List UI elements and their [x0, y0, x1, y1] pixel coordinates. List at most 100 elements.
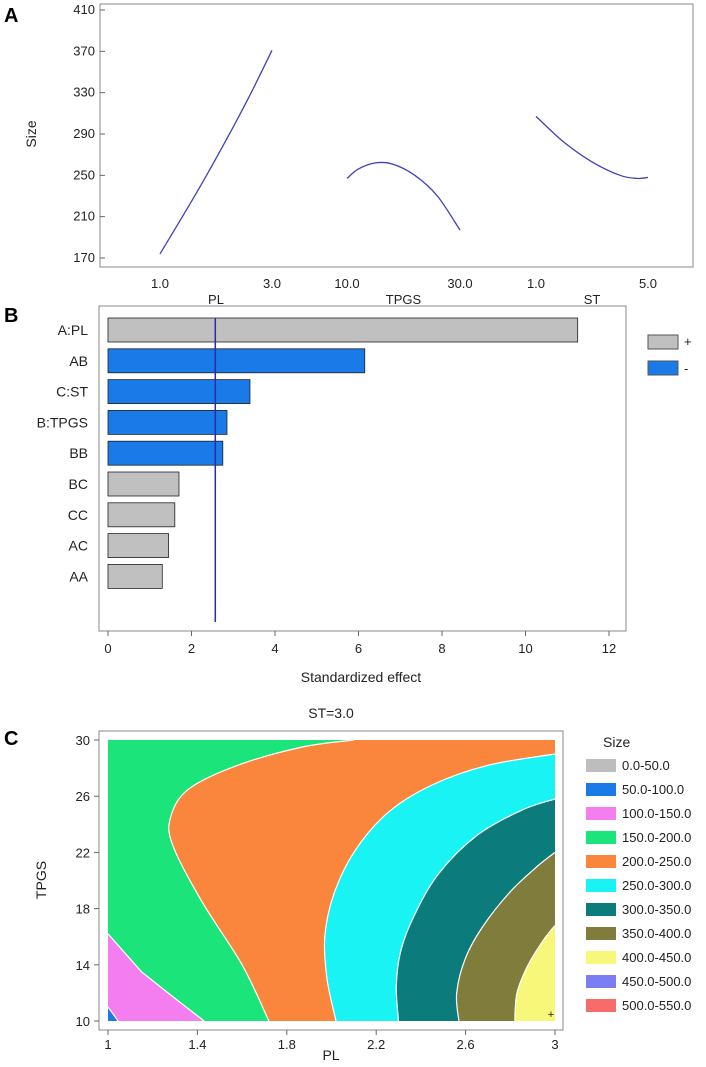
panel-b-x-ticks: 0 2 4 6 8 10 12: [104, 631, 616, 656]
legend-swatch: [586, 999, 616, 1012]
legend-swatch: [586, 951, 616, 964]
x-tick-label: 10.0: [334, 276, 359, 291]
category-label: CC: [68, 507, 88, 523]
legend-swatch: [586, 879, 616, 892]
legend-label: 50.0-100.0: [622, 782, 684, 797]
x-tick-label: 4: [271, 641, 278, 656]
legend-label-minus: -: [684, 361, 688, 376]
y-tick-label: 330: [73, 85, 95, 100]
bar-c-st: [107, 379, 251, 405]
y-tick-label: 22: [76, 845, 90, 860]
y-tick-label: 26: [76, 789, 90, 804]
x-tick-label: 1.0: [527, 276, 545, 291]
legend-swatch: [586, 927, 616, 940]
y-tick-label: 370: [73, 43, 95, 58]
y-tick-label: 290: [73, 126, 95, 141]
effect-curve-tpgs: [346, 161, 461, 231]
contour-line-100: [108, 1006, 119, 1021]
x-tick-label: 1.4: [188, 1037, 206, 1052]
category-label: A:PL: [58, 322, 89, 338]
contour-line-200: [168, 740, 354, 1021]
y-tick-label: 30: [76, 733, 90, 748]
panel-a-ylabel: Size: [23, 120, 39, 147]
panel-c-contour-regions: [108, 740, 555, 1021]
legend-swatch: [586, 903, 616, 916]
legend-label: 400.0-450.0: [622, 950, 691, 965]
category-label: AB: [69, 353, 88, 369]
legend-label: 100.0-150.0: [622, 806, 691, 821]
legend-swatch: [586, 975, 616, 988]
bar-cc: [107, 502, 176, 528]
bar-b-tpgs: [107, 409, 228, 435]
panel-c-center-marker: +: [548, 1009, 554, 1021]
legend-label: 300.0-350.0: [622, 902, 691, 917]
panel-a-effect-curves: [159, 50, 649, 255]
x-tick-label: 2.6: [457, 1037, 475, 1052]
legend-swatch: [586, 807, 616, 820]
legend-label: 250.0-300.0: [622, 878, 691, 893]
panel-c-legend-title: Size: [603, 734, 630, 750]
region-400-450: [514, 925, 555, 1021]
legend-swatch-plus: [647, 334, 679, 350]
x-tick-label: 30.0: [447, 276, 472, 291]
legend-label: 350.0-400.0: [622, 926, 691, 941]
x-tick-label: 6: [355, 641, 362, 656]
y-tick-label: 210: [73, 209, 95, 224]
x-tick-label: 8: [438, 641, 445, 656]
y-tick-label: 170: [73, 250, 95, 265]
legend-swatch: [586, 783, 616, 796]
y-tick-label: 10: [76, 1014, 90, 1029]
legend-swatch: [586, 759, 616, 772]
factor-label: PL: [208, 292, 224, 307]
effect-curve-st: [535, 115, 649, 180]
contour-line-250: [323, 753, 555, 1021]
panel-label-b: B: [4, 305, 18, 327]
legend-label: 0.0-50.0: [622, 758, 670, 773]
effect-curve-pl: [159, 50, 273, 255]
panel-c-title: ST=3.0: [308, 705, 354, 721]
x-tick-label: 1.0: [151, 276, 169, 291]
y-tick-label: 18: [76, 902, 90, 917]
bar-aa: [107, 564, 163, 589]
category-label: C:ST: [56, 384, 88, 400]
panel-b-bars: [107, 317, 579, 589]
x-tick-label: 1: [104, 1037, 111, 1052]
panel-label-a: A: [4, 5, 18, 27]
bar-ab: [107, 348, 366, 374]
legend-label: 500.0-550.0: [622, 998, 691, 1013]
x-tick-label: 12: [602, 641, 616, 656]
panel-c-ylabel: TPGS: [33, 861, 49, 899]
category-label: AC: [69, 538, 88, 554]
panel-a-plot-frame: [99, 3, 694, 268]
legend-label-plus: +: [684, 334, 692, 349]
contour-line-150: [108, 933, 205, 1021]
panel-a-x-ticks: 1.0 3.0 PL 10.0 30.0 TPGS 1.0 5.0 ST: [151, 276, 657, 307]
bar-bc: [107, 471, 180, 497]
panel-c-xlabel: PL: [322, 1047, 339, 1063]
category-label: AA: [69, 568, 88, 584]
x-tick-label: 3.0: [263, 276, 281, 291]
legend-swatch: [586, 831, 616, 844]
panel-b-xlabel: Standardized effect: [301, 669, 421, 685]
panel-label-c: C: [4, 728, 18, 750]
panel-a-y-ticks: 170 210 250 290 330 370 410: [73, 2, 105, 265]
panel-c-x-ticks: 1 1.4 1.8 2.2 2.6 3: [104, 1030, 559, 1052]
panel-c-y-ticks: 10 14 18 22 26 30: [76, 733, 99, 1029]
category-label: BB: [69, 445, 88, 461]
x-tick-label: 5.0: [639, 276, 657, 291]
x-tick-label: 3: [551, 1037, 558, 1052]
y-tick-label: 14: [76, 958, 90, 973]
contour-line-300: [395, 798, 555, 1021]
factor-label: TPGS: [386, 292, 422, 307]
panel-b-category-labels: A:PL AB C:ST B:TPGS BB BC CC AC AA: [37, 322, 89, 584]
category-label: BC: [69, 476, 88, 492]
factor-label: ST: [584, 292, 601, 307]
legend-swatch-minus: [647, 360, 679, 376]
x-tick-label: 0: [104, 641, 111, 656]
y-tick-label: 250: [73, 167, 95, 182]
contour-line-350: [455, 851, 555, 1021]
legend-swatch: [586, 855, 616, 868]
legend-label: 450.0-500.0: [622, 974, 691, 989]
contour-line-400: [514, 925, 555, 1021]
